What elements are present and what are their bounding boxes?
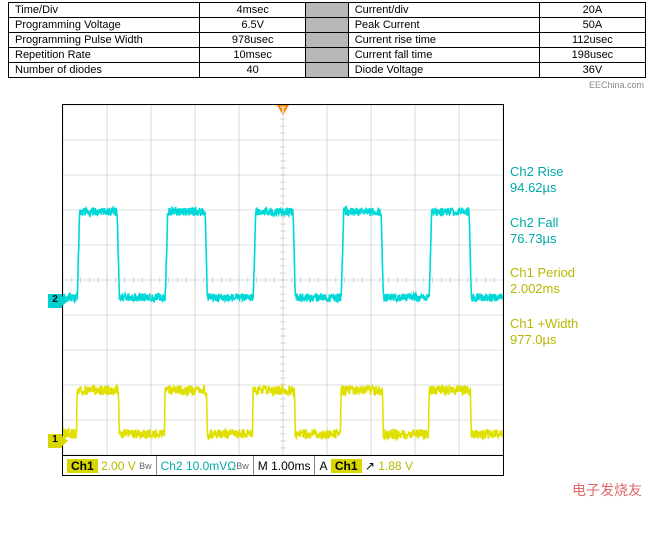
param-label: Current/div: [348, 3, 539, 18]
param-label: Programming Pulse Width: [9, 33, 200, 48]
param-value: 20A: [539, 3, 645, 18]
ch1-badge: Ch1: [67, 459, 98, 473]
measurement-readout: Ch1 Period2.002ms: [510, 265, 578, 298]
parameter-table: Time/Div4msecCurrent/div20AProgramming V…: [8, 2, 646, 78]
ch1-scale: 2.00 V: [101, 459, 136, 473]
param-label: Repetition Rate: [9, 48, 200, 63]
svg-text:T: T: [280, 105, 286, 115]
measurements-column: Ch2 Rise94.62µs Ch2 Fall76.73µs Ch1 Period…: [504, 104, 578, 476]
param-value: 36V: [539, 63, 645, 78]
watermark: 电子发烧友: [572, 480, 642, 500]
param-value: 10msec: [200, 48, 306, 63]
table-row: Time/Div4msec Current/div20A: [9, 3, 646, 18]
trig-slope-icon: ↗: [365, 459, 375, 473]
trig-mode: A: [319, 459, 327, 473]
table-row: Programming Voltage6.5V Peak Current50A: [9, 18, 646, 33]
param-value: 50A: [539, 18, 645, 33]
param-label: Time/Div: [9, 3, 200, 18]
table-row: Repetition Rate10msec Current fall time19…: [9, 48, 646, 63]
measurement-readout: Ch2 Rise94.62µs: [510, 164, 578, 197]
table-row: Number of diodes40 Diode Voltage36V: [9, 63, 646, 78]
measurement-readout: Ch2 Fall76.73µs: [510, 215, 578, 248]
measurement-readout: Ch1 +Width977.0µs: [510, 316, 578, 349]
scope-frame: T: [62, 104, 504, 456]
trig-level: 1.88 V: [378, 459, 413, 473]
table-gap: [306, 33, 348, 48]
param-label: Number of diodes: [9, 63, 200, 78]
param-label: Current rise time: [348, 33, 539, 48]
scope-waveform-svg: T: [63, 105, 503, 455]
ch1-marker: 1: [48, 434, 62, 448]
param-value: 4msec: [200, 3, 306, 18]
oscilloscope-display: 2 1 T Ch1 2.00 V Bw Ch2 10.0mVΩBw M 1.00…: [8, 104, 646, 476]
timebase: M 1.00ms: [254, 456, 316, 475]
param-value: 6.5V: [200, 18, 306, 33]
scope-bottom-bar: Ch1 2.00 V Bw Ch2 10.0mVΩBw M 1.00ms A C…: [62, 456, 504, 476]
param-value: 112usec: [539, 33, 645, 48]
bw-icon: Bw: [139, 461, 152, 471]
trig-source: Ch1: [331, 459, 362, 473]
table-gap: [306, 48, 348, 63]
bw-icon-2: Bw: [236, 461, 249, 471]
table-gap: [306, 63, 348, 78]
param-value: 978usec: [200, 33, 306, 48]
attribution-text: EEChina.com: [8, 80, 646, 90]
ch2-badge: Ch2: [161, 459, 183, 473]
table-gap: [306, 3, 348, 18]
param-label: Diode Voltage: [348, 63, 539, 78]
param-label: Current fall time: [348, 48, 539, 63]
param-label: Programming Voltage: [9, 18, 200, 33]
ch2-scale: 10.0mVΩ: [186, 459, 236, 473]
param-value: 40: [200, 63, 306, 78]
ch2-marker: 2: [48, 294, 62, 308]
param-label: Peak Current: [348, 18, 539, 33]
param-value: 198usec: [539, 48, 645, 63]
table-row: Programming Pulse Width978usec Current ri…: [9, 33, 646, 48]
table-gap: [306, 18, 348, 33]
